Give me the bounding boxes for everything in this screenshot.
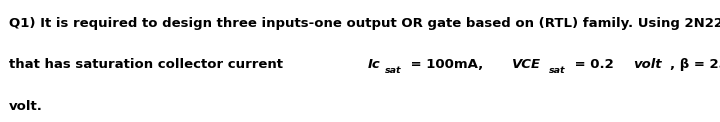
Text: = 100mA,: = 100mA, (406, 58, 487, 71)
Text: sat: sat (384, 66, 401, 76)
Text: VCE: VCE (511, 58, 541, 71)
Text: = 0.2: = 0.2 (570, 58, 618, 71)
Text: , β = 250,: , β = 250, (670, 58, 720, 71)
Text: Ic: Ic (368, 58, 381, 71)
Text: Q1) It is required to design three inputs-one output OR gate based on (RTL) fami: Q1) It is required to design three input… (9, 17, 720, 30)
Text: sat: sat (549, 66, 565, 76)
Text: volt: volt (633, 58, 661, 71)
Text: volt.: volt. (9, 100, 42, 113)
Text: that has saturation collector current: that has saturation collector current (9, 58, 287, 71)
